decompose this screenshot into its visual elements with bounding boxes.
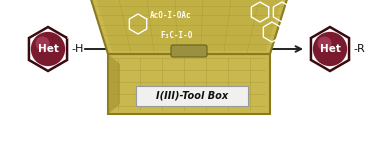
Circle shape (31, 32, 65, 66)
Polygon shape (96, 0, 282, 51)
Text: F₃C-I-O: F₃C-I-O (161, 32, 193, 40)
FancyBboxPatch shape (171, 45, 207, 57)
Circle shape (36, 36, 50, 51)
Text: -H: -H (71, 44, 84, 54)
Polygon shape (108, 54, 120, 114)
Circle shape (313, 32, 347, 66)
Text: AcO-I-OAc: AcO-I-OAc (150, 12, 192, 20)
Circle shape (318, 36, 332, 51)
Text: I(III)-Tool Box: I(III)-Tool Box (156, 91, 228, 101)
FancyBboxPatch shape (108, 54, 270, 114)
Text: Het: Het (319, 44, 341, 54)
Polygon shape (90, 0, 288, 54)
Text: -R: -R (353, 44, 365, 54)
FancyBboxPatch shape (136, 86, 248, 106)
Text: Het: Het (37, 44, 59, 54)
